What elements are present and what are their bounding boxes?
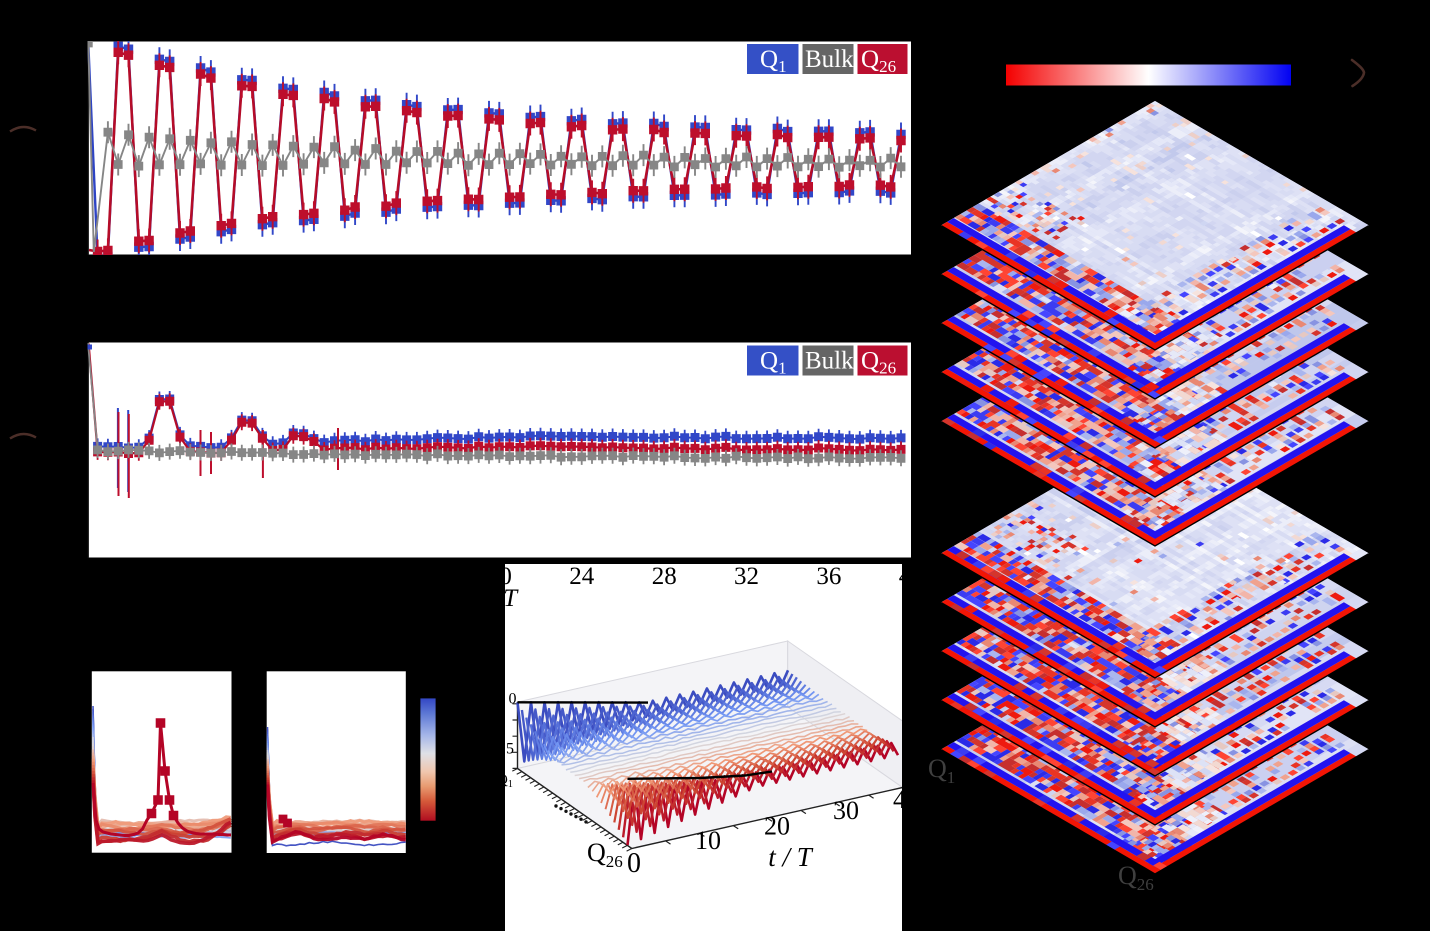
svg-text:36: 36 bbox=[816, 563, 841, 590]
svg-text:t / T: t / T bbox=[768, 842, 814, 872]
svg-text:12: 12 bbox=[322, 563, 347, 590]
svg-text:Q26: Q26 bbox=[1118, 861, 1154, 894]
svg-text:8: 8 bbox=[246, 563, 259, 590]
svg-text:20: 20 bbox=[764, 812, 790, 841]
svg-text:Bulk: Bulk bbox=[805, 348, 854, 375]
svg-text:5: 5 bbox=[506, 741, 514, 758]
svg-text:Bulk: Bulk bbox=[805, 46, 854, 73]
svg-text:0: 0 bbox=[627, 848, 641, 879]
svg-text:20: 20 bbox=[487, 563, 512, 590]
svg-text:10: 10 bbox=[695, 826, 721, 855]
svg-text:30: 30 bbox=[833, 796, 859, 825]
svg-text:t / T: t / T bbox=[477, 585, 519, 612]
svg-text:40: 40 bbox=[899, 563, 924, 590]
svg-text:0: 0 bbox=[509, 691, 517, 708]
svg-text:28: 28 bbox=[652, 563, 677, 590]
svg-text:32: 32 bbox=[734, 563, 759, 590]
svg-text:40: 40 bbox=[893, 785, 919, 814]
svg-text:0: 0 bbox=[81, 563, 94, 590]
svg-text:4: 4 bbox=[164, 563, 177, 590]
svg-text:24: 24 bbox=[569, 563, 595, 590]
svg-text:16: 16 bbox=[405, 563, 430, 590]
